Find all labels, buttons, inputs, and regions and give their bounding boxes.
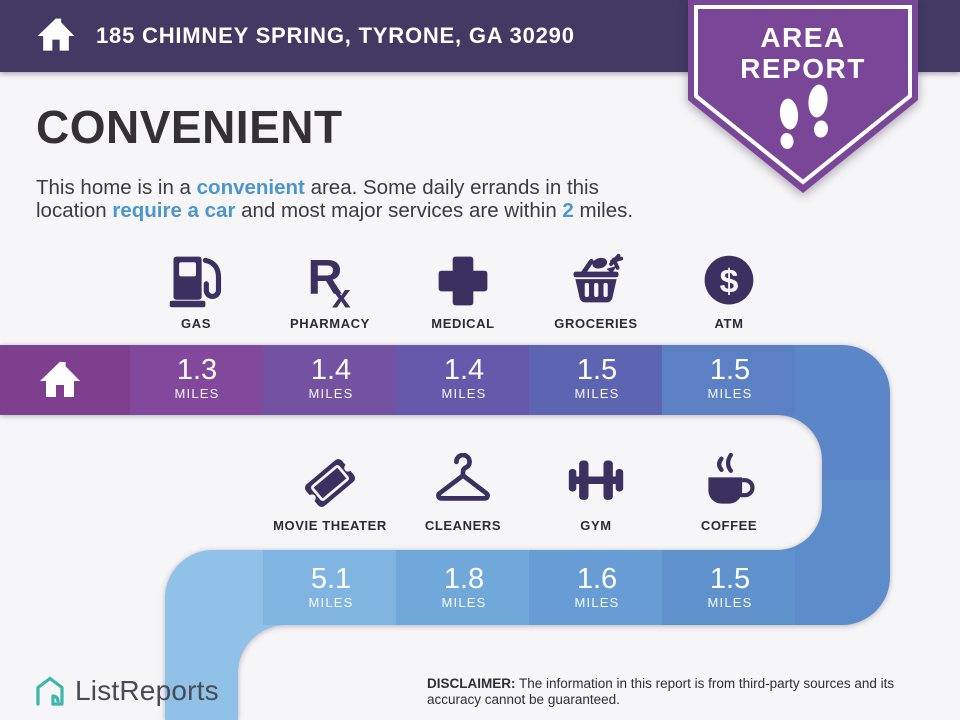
poi-gas: GAS bbox=[116, 251, 276, 331]
medical-cross-icon bbox=[438, 256, 488, 306]
distance-unit: MILES bbox=[707, 386, 753, 401]
hanger-icon bbox=[436, 453, 490, 501]
distance-unit: MILES bbox=[574, 595, 620, 610]
disclaimer-text: DISCLAIMER: The information in this repo… bbox=[427, 676, 895, 707]
summary-segment: miles. bbox=[573, 199, 634, 222]
summary-segment: This home is in a bbox=[36, 176, 197, 199]
distance-coffee: 1.5 MILES bbox=[663, 563, 797, 611]
poi-pharmacy: R x PHARMACY bbox=[250, 251, 410, 331]
distance-medical: 1.4 MILES bbox=[397, 354, 531, 402]
poi-label: COFFEE bbox=[700, 518, 758, 533]
disclaimer-label: DISCLAIMER: bbox=[427, 676, 516, 691]
distance-value: 1.6 bbox=[576, 563, 618, 595]
distance-value: 5.1 bbox=[310, 563, 352, 595]
movie-ticket-icon bbox=[304, 459, 356, 507]
summary-segment: location bbox=[36, 199, 113, 222]
poi-label: GROCERIES bbox=[554, 316, 638, 331]
poi-label: CLEANERS bbox=[424, 518, 502, 533]
poi-label: GYM bbox=[580, 518, 612, 533]
distance-pharmacy: 1.4 MILES bbox=[264, 354, 398, 402]
poi-gym: GYM bbox=[516, 453, 676, 533]
summary-segment: and most major services are within bbox=[235, 199, 563, 222]
summary-segment: area. Some daily errands in this bbox=[304, 176, 599, 199]
distance-unit: MILES bbox=[174, 386, 220, 401]
area-report-badge: AREA REPORT bbox=[688, 0, 918, 193]
poi-groceries: GROCERIES bbox=[516, 251, 676, 331]
footprints-icon bbox=[779, 84, 829, 149]
distance-gym: 1.6 MILES bbox=[530, 563, 664, 611]
atm-dollar-icon: $ bbox=[704, 255, 754, 305]
badge-line2: REPORT bbox=[740, 53, 866, 84]
distance-value: 1.8 bbox=[443, 563, 485, 595]
distance-atm: 1.5 MILES bbox=[663, 354, 797, 402]
distance-value: 1.4 bbox=[443, 354, 485, 386]
poi-atm: $ ATM bbox=[649, 251, 809, 331]
distance-value: 1.5 bbox=[576, 354, 618, 386]
poi-label: MEDICAL bbox=[431, 316, 495, 331]
svg-text:$: $ bbox=[720, 262, 739, 300]
distance-unit: MILES bbox=[707, 595, 753, 610]
distance-value: 1.5 bbox=[709, 354, 751, 386]
property-address: 185 CHIMNEY SPRING, TYRONE, GA 30290 bbox=[96, 23, 575, 48]
distance-value: 1.3 bbox=[176, 354, 218, 386]
poi-label: ATM bbox=[714, 316, 744, 331]
grocery-basket-icon bbox=[573, 253, 624, 303]
poi-cleaners: CLEANERS bbox=[383, 453, 543, 533]
pharmacy-rx-icon: R x bbox=[308, 251, 351, 311]
poi-medical: MEDICAL bbox=[383, 251, 543, 331]
home-marker-icon bbox=[40, 361, 80, 397]
badge-line1: AREA bbox=[760, 22, 845, 53]
listreports-house-icon bbox=[36, 676, 64, 706]
summary-highlight-car: require a car bbox=[112, 199, 236, 222]
summary-highlight-miles: 2 bbox=[562, 199, 574, 222]
home-icon bbox=[37, 18, 75, 51]
svg-text:R: R bbox=[308, 251, 343, 305]
poi-label: PHARMACY bbox=[290, 316, 370, 331]
dumbbell-icon bbox=[568, 460, 624, 500]
listreports-logo: ListReports bbox=[34, 675, 219, 707]
distance-value: 1.4 bbox=[310, 354, 352, 386]
gas-pump-icon bbox=[169, 256, 222, 308]
poi-movie-theater: MOVIE THEATER bbox=[250, 453, 410, 533]
page-title: CONVENIENT bbox=[36, 101, 343, 153]
distance-gas: 1.3 MILES bbox=[130, 354, 264, 402]
summary-text: This home is in a convenient area. Some … bbox=[36, 176, 676, 222]
distance-cleaners: 1.8 MILES bbox=[397, 563, 531, 611]
svg-text:x: x bbox=[332, 277, 351, 311]
brand-name: ListReports bbox=[75, 675, 219, 706]
distance-unit: MILES bbox=[308, 595, 354, 610]
summary-highlight-convenient: convenient bbox=[196, 176, 305, 199]
distance-value: 1.5 bbox=[709, 563, 751, 595]
poi-label: MOVIE THEATER bbox=[273, 518, 387, 533]
poi-label: GAS bbox=[181, 316, 211, 331]
coffee-cup-icon bbox=[708, 453, 755, 504]
distance-unit: MILES bbox=[441, 595, 487, 610]
distance-unit: MILES bbox=[574, 386, 620, 401]
distance-unit: MILES bbox=[441, 386, 487, 401]
poi-coffee: COFFEE bbox=[649, 453, 809, 533]
distance-unit: MILES bbox=[308, 386, 354, 401]
distance-groceries: 1.5 MILES bbox=[530, 354, 664, 402]
distance-movie-theater: 5.1 MILES bbox=[264, 563, 398, 611]
